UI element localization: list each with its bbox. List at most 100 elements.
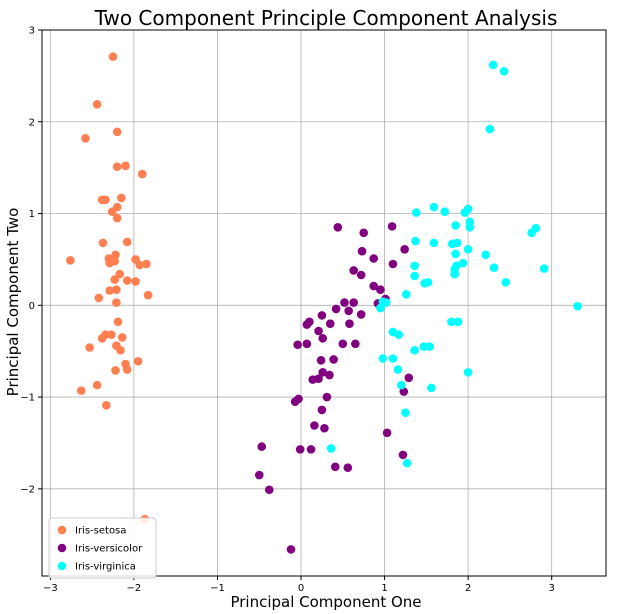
data-point xyxy=(92,380,102,390)
data-point xyxy=(489,263,499,272)
data-point xyxy=(122,365,132,374)
y-tick-label: 0 xyxy=(29,301,35,312)
data-point xyxy=(411,236,420,246)
series-iris-setosa xyxy=(66,52,153,524)
data-point xyxy=(338,339,348,349)
data-point xyxy=(322,392,332,402)
y-tick-label: 2 xyxy=(29,117,35,128)
data-point xyxy=(387,222,397,231)
data-point xyxy=(488,60,498,70)
data-point xyxy=(85,343,94,352)
data-point xyxy=(81,133,90,143)
data-point xyxy=(539,264,549,273)
data-point xyxy=(133,356,143,366)
data-point xyxy=(115,269,125,279)
data-point xyxy=(404,373,414,383)
data-point xyxy=(402,458,412,468)
data-point xyxy=(295,445,305,454)
data-point xyxy=(410,271,419,281)
data-point xyxy=(458,258,468,268)
data-point xyxy=(290,397,300,406)
data-point xyxy=(306,445,316,454)
y-tick-label: −2 xyxy=(20,484,35,495)
data-point xyxy=(135,260,145,270)
data-point xyxy=(485,124,495,134)
data-point xyxy=(318,334,328,343)
data-point xyxy=(381,298,391,307)
data-point xyxy=(286,545,296,554)
data-point xyxy=(142,259,151,269)
data-point xyxy=(318,367,328,377)
data-point xyxy=(357,246,367,256)
data-point xyxy=(340,298,349,307)
x-tick-label: 2 xyxy=(465,583,471,594)
data-point xyxy=(427,383,436,393)
data-point xyxy=(481,250,490,260)
data-point xyxy=(94,293,104,303)
legend: Iris-setosa Iris-versicolor Iris-virginica xyxy=(48,517,157,579)
data-point xyxy=(394,330,404,339)
data-point xyxy=(302,339,312,349)
data-point xyxy=(344,306,353,316)
data-point xyxy=(330,462,340,472)
legend-box xyxy=(48,517,157,579)
data-point xyxy=(333,222,343,232)
x-tick-label: 0 xyxy=(298,583,304,594)
data-point xyxy=(117,193,126,203)
data-point xyxy=(122,237,132,247)
data-point xyxy=(326,444,336,453)
plot-frame xyxy=(41,29,607,577)
data-point xyxy=(349,266,358,275)
data-point xyxy=(359,228,368,238)
data-point xyxy=(293,340,302,350)
data-point xyxy=(320,423,329,433)
data-point xyxy=(410,261,419,271)
data-point xyxy=(105,286,114,295)
data-point xyxy=(420,278,429,288)
data-point xyxy=(108,52,118,61)
data-point xyxy=(447,317,456,327)
data-points xyxy=(66,52,582,554)
data-point xyxy=(314,326,323,336)
x-tick-label: −1 xyxy=(210,583,225,594)
grid-lines xyxy=(42,29,606,576)
y-axis-label: Principal Component Two xyxy=(4,208,22,397)
data-point xyxy=(573,301,582,311)
data-point xyxy=(264,485,274,495)
data-point xyxy=(440,207,450,216)
data-point xyxy=(316,356,326,365)
data-point xyxy=(396,380,406,390)
data-point xyxy=(465,222,475,232)
data-point xyxy=(143,290,153,300)
data-point xyxy=(113,317,123,327)
x-tick-label: −2 xyxy=(127,583,142,594)
data-point xyxy=(531,223,541,233)
data-point xyxy=(499,66,509,76)
data-point xyxy=(356,270,366,280)
y-tick-label: 1 xyxy=(29,209,35,220)
data-point xyxy=(378,354,388,363)
series-iris-virginica xyxy=(326,60,582,468)
data-point xyxy=(325,370,334,380)
axis-ticks: −3 −2 −1 0 1 2 3 −2 −1 0 1 2 3 xyxy=(20,26,555,595)
data-point xyxy=(376,303,385,313)
data-point xyxy=(112,127,122,137)
data-point xyxy=(107,207,117,216)
data-point xyxy=(369,281,379,291)
data-point xyxy=(376,285,385,294)
data-point xyxy=(317,311,327,320)
data-point xyxy=(398,450,408,460)
x-axis-label: Principal Component One xyxy=(230,593,421,611)
legend-label: Iris-setosa xyxy=(75,526,126,537)
data-point xyxy=(453,317,463,327)
data-point xyxy=(302,320,312,329)
data-point xyxy=(388,259,398,269)
data-point xyxy=(501,278,511,287)
data-point xyxy=(401,408,410,417)
data-point xyxy=(112,213,122,223)
data-point xyxy=(317,405,327,415)
data-point xyxy=(97,334,107,343)
legend-label: Iris-versicolor xyxy=(75,544,143,555)
data-point xyxy=(419,342,429,351)
